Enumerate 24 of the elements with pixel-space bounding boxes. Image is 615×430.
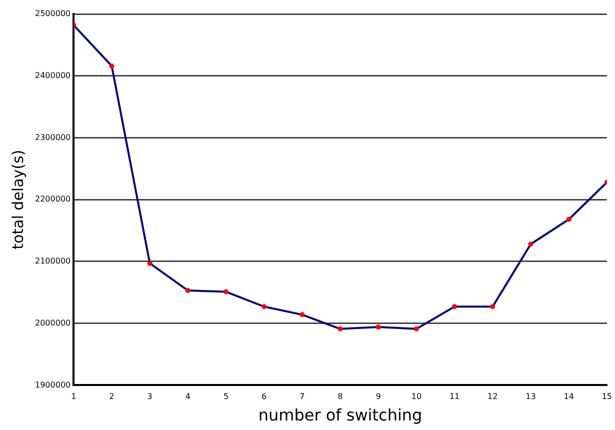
y-tick-label: 2000000 bbox=[34, 318, 71, 328]
x-tick-label: 8 bbox=[338, 392, 343, 402]
y-tick-label: 2200000 bbox=[34, 194, 71, 204]
x-tick-label: 13 bbox=[526, 392, 536, 402]
x-tick-label: 6 bbox=[262, 392, 267, 402]
x-tick-label: 3 bbox=[147, 392, 152, 402]
x-tick-label: 1 bbox=[71, 392, 76, 402]
x-tick-label: 5 bbox=[223, 392, 229, 402]
x-tick-label: 11 bbox=[449, 392, 460, 402]
x-tick-label: 9 bbox=[376, 392, 381, 402]
x-tick-label: 7 bbox=[300, 392, 305, 402]
x-tick-label: 10 bbox=[411, 392, 422, 402]
x-tick-label: 15 bbox=[602, 392, 612, 402]
x-tick-label: 2 bbox=[109, 392, 114, 402]
x-axis-title: number of switching bbox=[258, 406, 422, 425]
y-tick-label: 2500000 bbox=[34, 9, 71, 18]
x-tick-label: 14 bbox=[564, 392, 574, 402]
y-tick-label: 1900000 bbox=[34, 380, 71, 390]
x-tick-label: 4 bbox=[185, 392, 190, 402]
y-tick-label: 2400000 bbox=[34, 70, 71, 80]
y-tick-label: 2300000 bbox=[34, 132, 71, 142]
y-tick-label: 2100000 bbox=[34, 256, 71, 266]
y-axis-title: total delay(s) bbox=[8, 150, 27, 250]
x-tick-label: 12 bbox=[488, 392, 498, 402]
